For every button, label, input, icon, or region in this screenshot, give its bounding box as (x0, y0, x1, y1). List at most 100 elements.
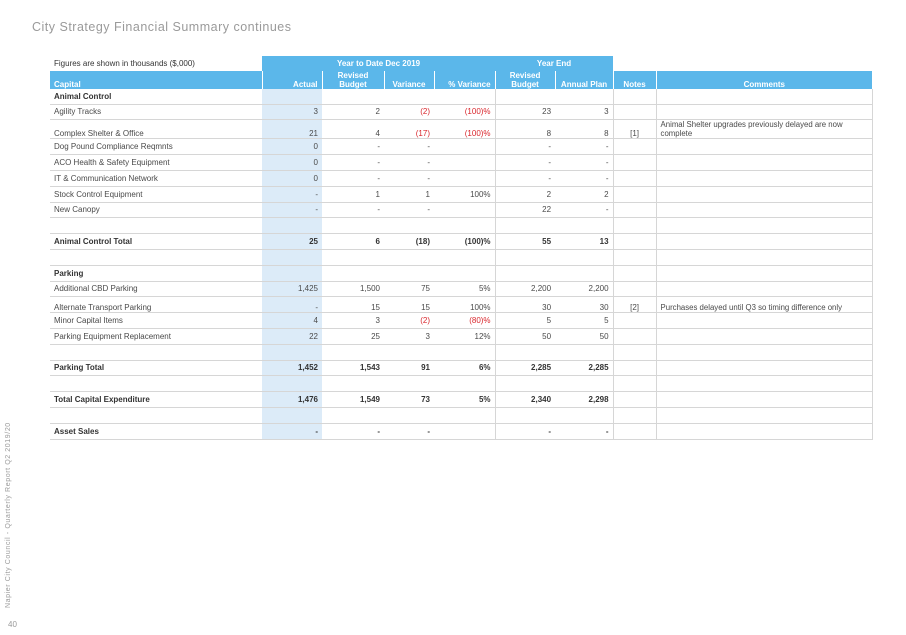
figures-note: Figures are shown in thousands ($,000) (54, 58, 195, 68)
cell-ye-revised-budget: 23 (494, 104, 556, 121)
cell-ye-revised-budget: - (494, 154, 556, 171)
cell-actual: - (262, 186, 322, 203)
cell-comments (655, 104, 873, 121)
cell-pct-variance: 12% (434, 328, 496, 345)
cell-revised-budget (322, 88, 384, 105)
col-header-pct-variance: % Variance (434, 70, 496, 89)
cell-revised-budget: 6 (322, 233, 384, 250)
cell-comments (655, 138, 873, 156)
cell-ye-revised-budget: 2,285 (494, 359, 556, 377)
side-footer-text: Napier City Council - Quarterly Report Q… (5, 422, 12, 608)
cell-ye-revised-budget: 2,200 (494, 281, 556, 298)
cell-variance: - (384, 154, 434, 171)
cell-pct-variance (434, 217, 496, 235)
cell-capital (50, 344, 262, 361)
cell-annual-plan: 2,298 (555, 391, 614, 408)
cell-revised-budget: 25 (322, 328, 384, 345)
cell-comments (655, 407, 873, 424)
cell-notes (612, 154, 657, 171)
cell-notes (612, 328, 657, 345)
cell-actual (262, 265, 322, 282)
cell-actual: - (262, 202, 322, 219)
cell-comments (655, 328, 873, 345)
cell-ye-revised-budget: 5 (494, 312, 556, 329)
cell-revised-budget (322, 217, 384, 235)
cell-comments (655, 170, 873, 187)
cell-ye-revised-budget (494, 265, 556, 282)
total-row: Total Capital Expenditure 1,476 1,549 73 5% 2… (50, 391, 873, 408)
cell-ye-revised-budget: 2,340 (494, 391, 556, 408)
cell-pct-variance: 5% (434, 391, 496, 408)
cell-variance: (2) (384, 104, 434, 121)
cell-notes (612, 281, 657, 298)
cell-capital: Parking Total (50, 359, 262, 377)
cell-capital: Total Capital Expenditure (50, 391, 262, 408)
table-row (50, 249, 873, 266)
cell-capital: Parking Equipment Replacement (50, 328, 262, 345)
table-row: Additional CBD Parking 1,425 1,500 75 5% 2,20… (50, 281, 873, 298)
cell-annual-plan: 2,285 (555, 359, 614, 377)
cell-pct-variance: (100)% (434, 233, 496, 250)
total-row: Parking Total 1,452 1,543 91 6% 2,285 2,285 (50, 359, 873, 377)
cell-variance: - (384, 202, 434, 219)
cell-notes (612, 312, 657, 329)
cell-revised-budget (322, 344, 384, 361)
cell-notes: [2] (612, 296, 657, 314)
cell-pct-variance (434, 88, 496, 105)
cell-annual-plan: 2 (555, 186, 614, 203)
cell-capital: Additional CBD Parking (50, 281, 262, 298)
cell-capital (50, 249, 262, 266)
cell-ye-revised-budget (494, 344, 556, 361)
cell-ye-revised-budget: 22 (494, 202, 556, 219)
cell-ye-revised-budget (494, 375, 556, 393)
cell-capital: Alternate Transport Parking (50, 296, 262, 314)
cell-ye-revised-budget (494, 407, 556, 424)
cell-actual: 1,476 (262, 391, 322, 408)
cell-variance: (18) (384, 233, 434, 250)
cell-variance: - (384, 138, 434, 156)
cell-capital (50, 407, 262, 424)
cell-comments (655, 202, 873, 219)
cell-ye-revised-budget (494, 249, 556, 266)
cell-capital: Animal Control (50, 88, 262, 105)
group-empty-cell (656, 56, 872, 71)
cell-annual-plan: - (555, 422, 614, 440)
cell-capital: Agility Tracks (50, 104, 262, 121)
cell-ye-revised-budget: 8 (494, 119, 556, 140)
cell-pct-variance: 100% (434, 186, 496, 203)
group-year-end-header: Year End (495, 56, 614, 71)
cell-comments (655, 233, 873, 250)
cell-variance (384, 88, 434, 105)
cell-annual-plan (555, 217, 614, 235)
cell-notes (612, 170, 657, 187)
page-number: 40 (8, 620, 17, 629)
table-row: Complex Shelter & Office 21 4 (17) (100)% 8 8[… (50, 119, 873, 140)
cell-capital: Asset Sales (50, 422, 262, 440)
cell-notes (612, 344, 657, 361)
cell-annual-plan (555, 407, 614, 424)
cell-pct-variance (434, 344, 496, 361)
cell-variance: 1 (384, 186, 434, 203)
cell-pct-variance (434, 422, 496, 440)
cell-capital: Dog Pound Compliance Reqmnts (50, 138, 262, 156)
table-row: ACO Health & Safety Equipment 0- - - - (50, 154, 873, 171)
cell-pct-variance: (100)% (434, 119, 496, 140)
cell-notes (612, 422, 657, 440)
col-header-ye-revised-budget: Revised Budget (495, 70, 556, 89)
cell-comments: Animal Shelter upgrades previously delay… (655, 119, 873, 140)
cell-notes (612, 217, 657, 235)
cell-actual: - (262, 296, 322, 314)
col-header-notes: Notes (613, 70, 657, 89)
cell-ye-revised-budget: 30 (494, 296, 556, 314)
cell-revised-budget: 1 (322, 186, 384, 203)
cell-notes (612, 202, 657, 219)
cell-ye-revised-budget (494, 217, 556, 235)
cell-capital: Complex Shelter & Office (50, 119, 262, 140)
cell-annual-plan: 2,200 (555, 281, 614, 298)
cell-comments (655, 249, 873, 266)
table-row: IT & Communication Network 0- - - - (50, 170, 873, 187)
cell-revised-budget: - (322, 154, 384, 171)
cell-pct-variance (434, 249, 496, 266)
cell-annual-plan: - (555, 154, 614, 171)
table-row: Dog Pound Compliance Reqmnts 0- - - - (50, 138, 873, 156)
